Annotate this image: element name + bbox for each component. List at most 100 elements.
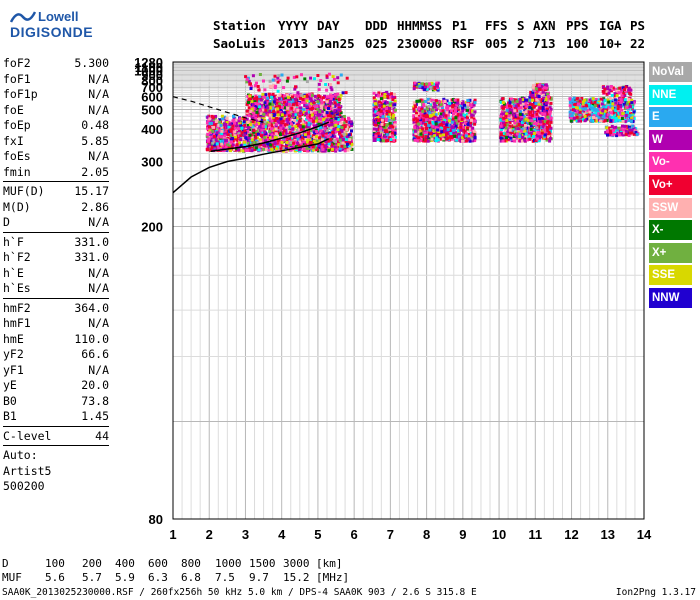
echo-point (227, 125, 231, 129)
x-tick-label: 10 (492, 527, 506, 542)
echo-point (295, 93, 299, 97)
echo-point (461, 102, 464, 105)
echo-point (374, 121, 378, 124)
echo-point (286, 120, 290, 124)
echo-point (519, 139, 523, 143)
echo-point (456, 135, 460, 139)
echo-point (267, 123, 271, 127)
echo-point (309, 132, 313, 136)
echo-point (421, 100, 425, 104)
echo-point (383, 137, 387, 141)
echo-point (239, 144, 243, 148)
echo-point (449, 129, 453, 133)
echo-point (278, 102, 282, 106)
echo-point (237, 127, 240, 130)
echo-point (327, 95, 330, 99)
echo-point (508, 128, 512, 132)
echo-point (385, 101, 389, 104)
echo-point (381, 115, 385, 119)
echo-point (350, 147, 354, 151)
echo-point (424, 122, 428, 126)
echo-point (456, 101, 460, 105)
echo-point (245, 117, 249, 121)
echo-point (256, 107, 260, 111)
echo-point (346, 140, 350, 144)
echo-point (298, 111, 302, 115)
echo-point (376, 116, 380, 120)
echo-point (229, 134, 233, 138)
header-label: DAY (317, 18, 340, 33)
echo-point (213, 143, 217, 147)
echo-point (383, 95, 387, 99)
echo-point (292, 141, 296, 145)
echo-point (517, 123, 521, 127)
echo-point (428, 128, 432, 132)
echo-point (212, 118, 216, 122)
echo-point (443, 125, 447, 129)
echo-point (347, 144, 351, 148)
echo-point (303, 133, 307, 137)
echo-point (340, 134, 344, 138)
echo-point (435, 101, 439, 105)
echo-point (512, 113, 516, 117)
echo-point (233, 121, 236, 125)
echo-point (435, 108, 438, 112)
echo-point (350, 129, 353, 133)
echo-point (277, 97, 281, 101)
echo-point (237, 130, 241, 134)
echo-point (382, 139, 385, 143)
echo-point (431, 116, 435, 120)
echo-point (300, 119, 304, 123)
echo-point (205, 147, 209, 151)
echo-point (342, 115, 346, 118)
echo-point (279, 108, 283, 112)
echo-point (449, 135, 453, 139)
echo-point (295, 116, 299, 120)
echo-point (294, 125, 298, 128)
echo-point (325, 118, 329, 122)
echo-point (233, 126, 237, 130)
echo-point (433, 105, 437, 108)
echo-point (232, 127, 236, 131)
echo-point (324, 136, 328, 140)
echo-point (245, 102, 249, 106)
echo-point (518, 127, 522, 130)
echo-point (473, 110, 477, 114)
echo-point (285, 93, 289, 97)
echo-point (421, 127, 425, 131)
echo-point (388, 126, 392, 130)
echo-point (310, 113, 314, 117)
echo-point (393, 135, 397, 139)
echo-point (305, 105, 309, 109)
echo-point (383, 110, 387, 114)
echo-point (288, 127, 292, 131)
echo-point (388, 122, 392, 125)
echo-point (436, 138, 440, 142)
echo-point (526, 119, 530, 123)
echo-point (457, 123, 461, 127)
echo-point (209, 133, 213, 137)
echo-point (372, 127, 376, 131)
echo-point (266, 142, 270, 146)
echo-point (428, 130, 431, 134)
echo-point (419, 130, 423, 134)
echo-point (302, 123, 306, 127)
echo-point (466, 115, 469, 119)
param-name: foEs (3, 149, 31, 163)
echo-point (343, 130, 347, 134)
echo-point (388, 130, 392, 134)
echo-point (348, 140, 352, 143)
y-tick-label: 800 (141, 73, 163, 88)
echo-point (315, 130, 319, 133)
echo-point (320, 110, 324, 114)
x-tick-label: 11 (528, 527, 542, 542)
echo-point (261, 117, 265, 121)
echo-point (214, 114, 218, 118)
echo-point (469, 124, 473, 128)
echo-point (239, 148, 243, 152)
echo-point (309, 144, 312, 148)
echo-point (266, 144, 270, 148)
echo-point (424, 138, 428, 142)
echo-point (425, 126, 428, 130)
param-divider (3, 445, 109, 446)
